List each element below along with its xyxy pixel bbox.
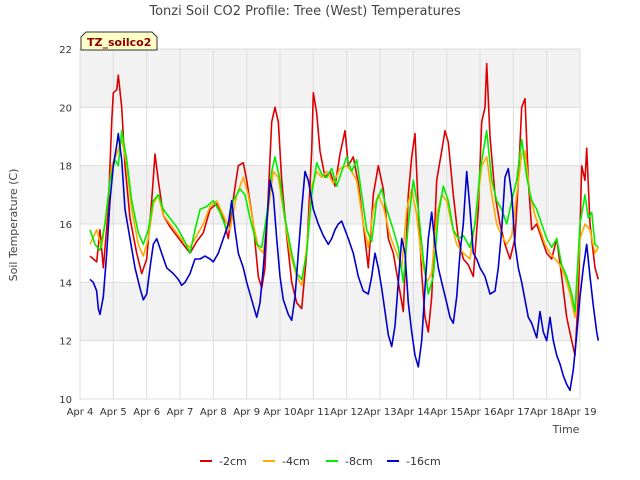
y-tick-label: 14 <box>59 278 72 289</box>
y-tick-label: 18 <box>59 162 72 173</box>
plot-band <box>80 49 580 108</box>
y-tick-label: 10 <box>59 395 72 406</box>
chart-title: Tonzi Soil CO2 Profile: Tree (West) Temp… <box>148 4 461 19</box>
legend-label: -4cm <box>282 455 310 468</box>
legend: -2cm -4cm -8cm -16cm <box>200 455 441 468</box>
x-tick-label: Apr 12 <box>330 407 363 418</box>
x-tick-label: Apr 11 <box>297 407 330 418</box>
x-tick-label: Apr 6 <box>133 407 160 418</box>
legend-label: -2cm <box>219 455 247 468</box>
x-tick-label: Apr 8 <box>200 407 227 418</box>
series-line-16cmcm <box>89 132 600 392</box>
grid-lines <box>79 48 581 400</box>
legend-label: -8cm <box>345 455 373 468</box>
y-tick-label: 20 <box>59 103 72 114</box>
y-tick-label: 12 <box>59 337 72 348</box>
x-tick-label: Apr 15 <box>430 407 463 418</box>
x-tick-label: Apr 13 <box>363 407 396 418</box>
badge-label: TZ_soilco2 <box>87 36 151 49</box>
y-tick-label: 22 <box>59 45 72 56</box>
x-axis-label: Time <box>552 423 580 436</box>
x-tick-label: Apr 4 <box>67 407 94 418</box>
badge: TZ_soilco2 <box>80 31 158 51</box>
plot-band <box>80 165 580 224</box>
y-tick-label: 16 <box>59 220 72 231</box>
plot-area <box>89 62 600 392</box>
x-tick-label: Apr 7 <box>167 407 194 418</box>
series-line-2cmcm <box>89 62 600 357</box>
badge-box <box>80 31 158 51</box>
y-axis: 10 12 14 16 18 20 22 <box>59 45 72 406</box>
x-tick-label: Apr 5 <box>100 407 127 418</box>
x-tick-label: Apr 17 <box>497 407 530 418</box>
x-tick-label: Apr 19 <box>563 407 596 418</box>
x-tick-label: Apr 9 <box>233 407 260 418</box>
series-line-8cmcm <box>89 129 599 313</box>
x-axis: Apr 4 Apr 5 Apr 6 Apr 7 Apr 8 Apr 9 Apr 10 Apr … <box>67 407 597 418</box>
x-tick-label: Apr 10 <box>263 407 296 418</box>
x-tick-label: Apr 16 <box>463 407 496 418</box>
y-axis-label: Soil Temperature (C) <box>7 169 20 282</box>
x-tick-label: Apr 14 <box>397 407 430 418</box>
plot-band <box>80 282 580 341</box>
x-tick-label: Apr 18 <box>530 407 563 418</box>
legend-label: -16cm <box>406 455 441 468</box>
